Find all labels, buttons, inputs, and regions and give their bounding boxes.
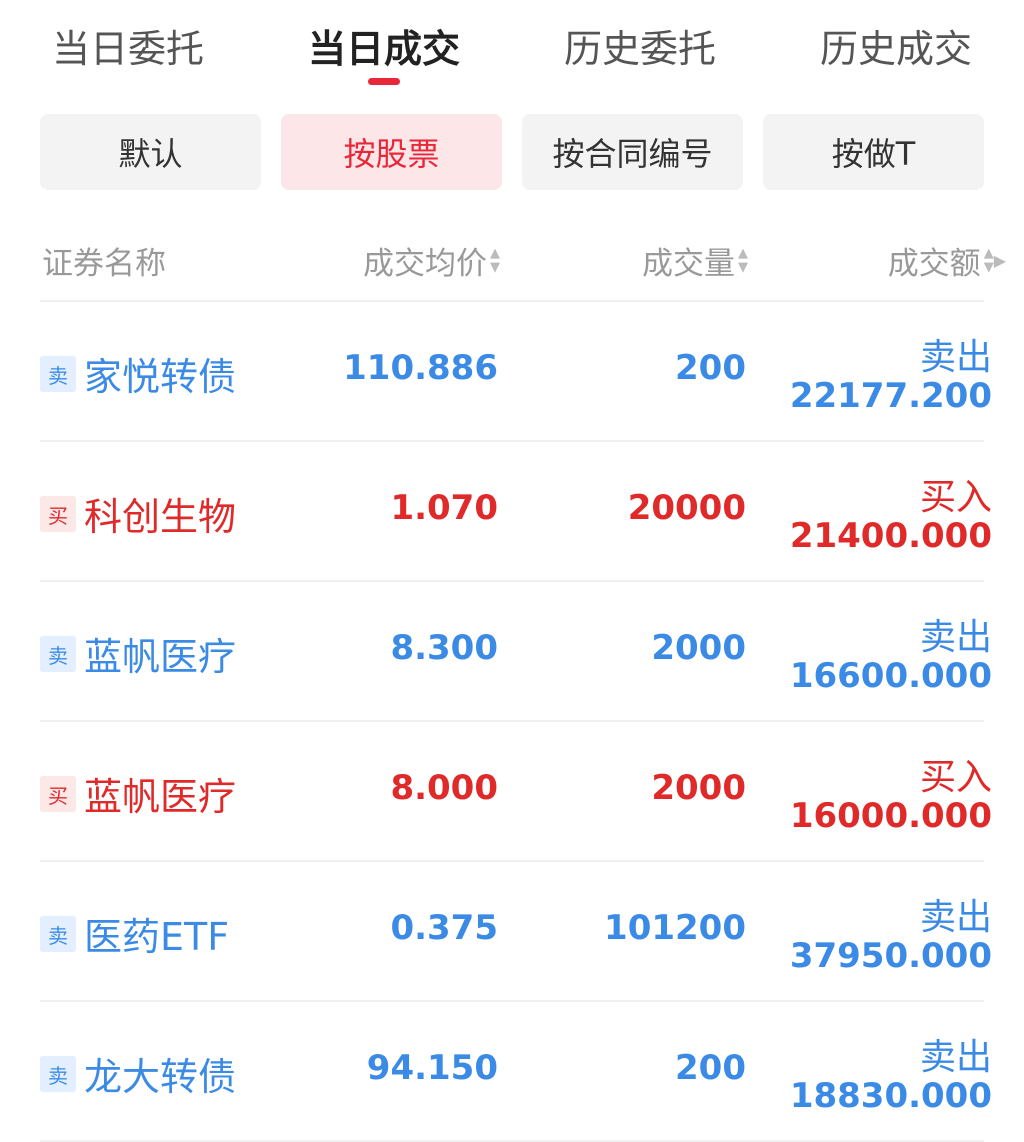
trade-amount: 16600.000 <box>789 656 992 696</box>
column-price-label: 成交均价 <box>363 246 487 282</box>
trade-type-badge: 卖 <box>40 636 76 672</box>
sort-icon: ▲ ▼ <box>983 245 994 275</box>
trade-type-badge: 买 <box>40 496 76 532</box>
column-amount-label: 成交额 <box>887 246 981 282</box>
avg-price: 110.886 <box>343 348 498 388</box>
trade-side: 买入 <box>919 757 992 798</box>
tab-today-trades[interactable]: 当日成交 <box>307 27 460 71</box>
table-row[interactable]: 卖 家悦转债 110.886 200 卖出 22177.200 <box>40 302 992 442</box>
column-amount[interactable]: 成交额 ▲ ▼ ▶ <box>888 238 1006 283</box>
filter-by-t-button[interactable]: 按做T <box>763 114 984 190</box>
trade-amount: 16000.000 <box>789 796 992 836</box>
volume: 200 <box>675 1048 746 1088</box>
trade-side: 买入 <box>919 477 992 518</box>
table-row[interactable]: 卖 医药ETF 0.375 101200 卖出 37950.000 <box>40 862 992 1002</box>
security-name: 家悦转债 <box>84 355 237 399</box>
filter-by-stock-button[interactable]: 按股票 <box>281 114 502 190</box>
filter-group: 默认 按股票 按合同编号 按做T <box>40 114 984 190</box>
sort-icon: ▲ ▼ <box>738 245 748 275</box>
column-volume[interactable]: 成交量 ▲ ▼ <box>642 238 748 283</box>
avg-price: 0.375 <box>390 908 498 948</box>
trade-type-badge: 买 <box>40 776 76 812</box>
volume: 200 <box>675 348 746 388</box>
table-row[interactable]: 卖 蓝帆医疗 8.300 2000 卖出 16600.000 <box>40 582 992 722</box>
avg-price: 8.000 <box>390 768 498 808</box>
security-name: 蓝帆医疗 <box>84 775 237 819</box>
trade-side: 卖出 <box>919 617 992 658</box>
security-name: 蓝帆医疗 <box>84 635 237 679</box>
column-price[interactable]: 成交均价 ▲ ▼ <box>363 238 500 283</box>
trade-amount: 18830.000 <box>789 1076 992 1116</box>
volume: 101200 <box>604 908 746 948</box>
active-tab-indicator <box>368 78 400 85</box>
filter-default-button[interactable]: 默认 <box>40 114 261 190</box>
table-header: 证券名称 成交均价 ▲ ▼ 成交量 ▲ ▼ 成交额 ▲ ▼ ▶ <box>40 232 1006 302</box>
filter-by-contract-button[interactable]: 按合同编号 <box>522 114 743 190</box>
column-volume-label: 成交量 <box>642 246 735 282</box>
trade-type-badge: 卖 <box>40 356 76 392</box>
tab-today-orders[interactable]: 当日委托 <box>51 27 204 71</box>
table-row[interactable]: 买 科创生物 1.070 20000 买入 21400.000 <box>40 442 992 582</box>
trade-amount: 22177.200 <box>789 376 992 416</box>
table-row[interactable]: 卖 龙大转债 94.150 200 卖出 18830.000 <box>40 1002 992 1142</box>
column-name-label: 证券名称 <box>42 246 166 282</box>
table-row[interactable]: 买 蓝帆医疗 8.000 2000 买入 16000.000 <box>40 722 992 862</box>
trade-side: 卖出 <box>919 897 992 938</box>
security-name: 医药ETF <box>84 915 230 959</box>
volume: 2000 <box>651 768 746 808</box>
security-name: 龙大转债 <box>84 1055 237 1099</box>
avg-price: 94.150 <box>366 1048 498 1088</box>
trade-amount: 21400.000 <box>789 516 992 556</box>
trade-side: 卖出 <box>919 337 992 378</box>
tab-bar: 当日委托 当日成交 历史委托 历史成交 <box>0 0 1024 100</box>
avg-price: 1.070 <box>390 488 498 528</box>
volume: 20000 <box>627 488 746 528</box>
sort-icon: ▲ ▼ <box>490 245 500 275</box>
avg-price: 8.300 <box>390 628 498 668</box>
security-name: 科创生物 <box>84 495 237 539</box>
trade-side: 卖出 <box>919 1037 992 1078</box>
volume: 2000 <box>651 628 746 668</box>
tab-history-trades[interactable]: 历史成交 <box>819 27 972 71</box>
trade-type-badge: 卖 <box>40 1056 76 1092</box>
scroll-right-icon: ▶ <box>993 251 1006 270</box>
tab-history-orders[interactable]: 历史委托 <box>563 27 716 71</box>
trade-amount: 37950.000 <box>789 936 992 976</box>
column-name: 证券名称 <box>42 238 166 283</box>
trade-type-badge: 卖 <box>40 916 76 952</box>
